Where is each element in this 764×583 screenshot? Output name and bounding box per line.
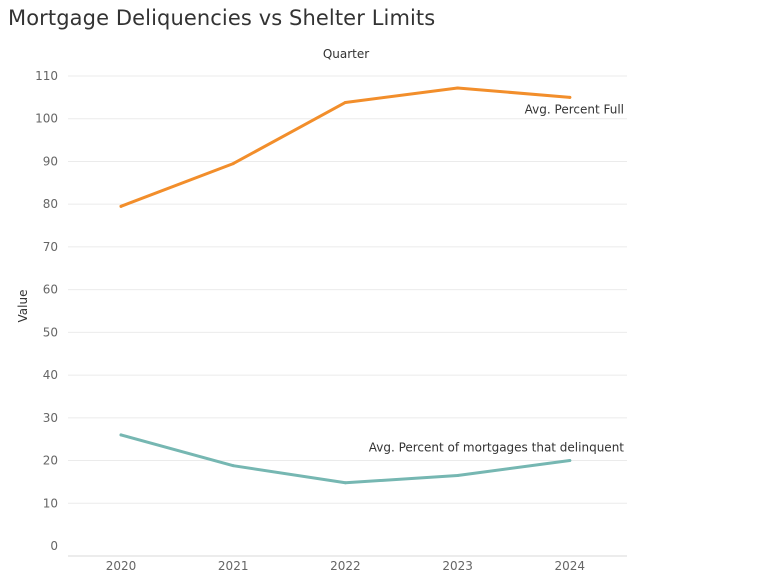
x-tick-label: 2021 (218, 559, 249, 573)
y-tick-label: 20 (43, 454, 58, 468)
y-tick-label: 50 (43, 325, 58, 339)
data-point (231, 464, 235, 468)
y-axis-title: Value (16, 290, 30, 323)
data-point (119, 433, 123, 437)
y-tick-label: 0 (50, 539, 58, 553)
series-lines (119, 86, 572, 485)
data-point (568, 459, 572, 463)
y-tick-label: 40 (43, 368, 58, 382)
x-axis-ticks: 2020 2021 2022 2023 2024 (106, 559, 585, 573)
data-point (568, 95, 572, 99)
x-tick-label: 2020 (106, 559, 137, 573)
series-label-2: Avg. Percent of mortgages that delinquen… (369, 441, 625, 455)
chart-title: Mortgage Deliquencies vs Shelter Limits (8, 6, 436, 30)
x-axis-title: Quarter (323, 47, 369, 61)
y-axis-ticks: 0 10 20 30 40 50 60 70 80 90 100 110 (35, 69, 58, 553)
data-point (343, 100, 347, 104)
y-tick-label: 10 (43, 496, 58, 510)
x-tick-label: 2022 (330, 559, 361, 573)
y-tick-label: 90 (43, 154, 58, 168)
y-tick-label: 70 (43, 240, 58, 254)
data-point (343, 481, 347, 485)
series-label-1: Avg. Percent Full (525, 102, 624, 116)
x-tick-label: 2024 (555, 559, 586, 573)
gridlines (68, 75, 627, 504)
x-tick-label: 2023 (442, 559, 473, 573)
y-tick-label: 30 (43, 411, 58, 425)
series-labels: Avg. Percent Full Avg. Percent of mortgag… (369, 102, 625, 454)
y-tick-label: 100 (35, 112, 58, 126)
data-point (456, 474, 460, 477)
series-line-1 (119, 86, 572, 208)
data-point (231, 162, 235, 166)
y-tick-label: 60 (43, 283, 58, 297)
data-point (119, 204, 123, 208)
data-point (456, 86, 460, 90)
y-tick-label: 110 (35, 69, 58, 83)
y-tick-label: 80 (43, 197, 58, 211)
